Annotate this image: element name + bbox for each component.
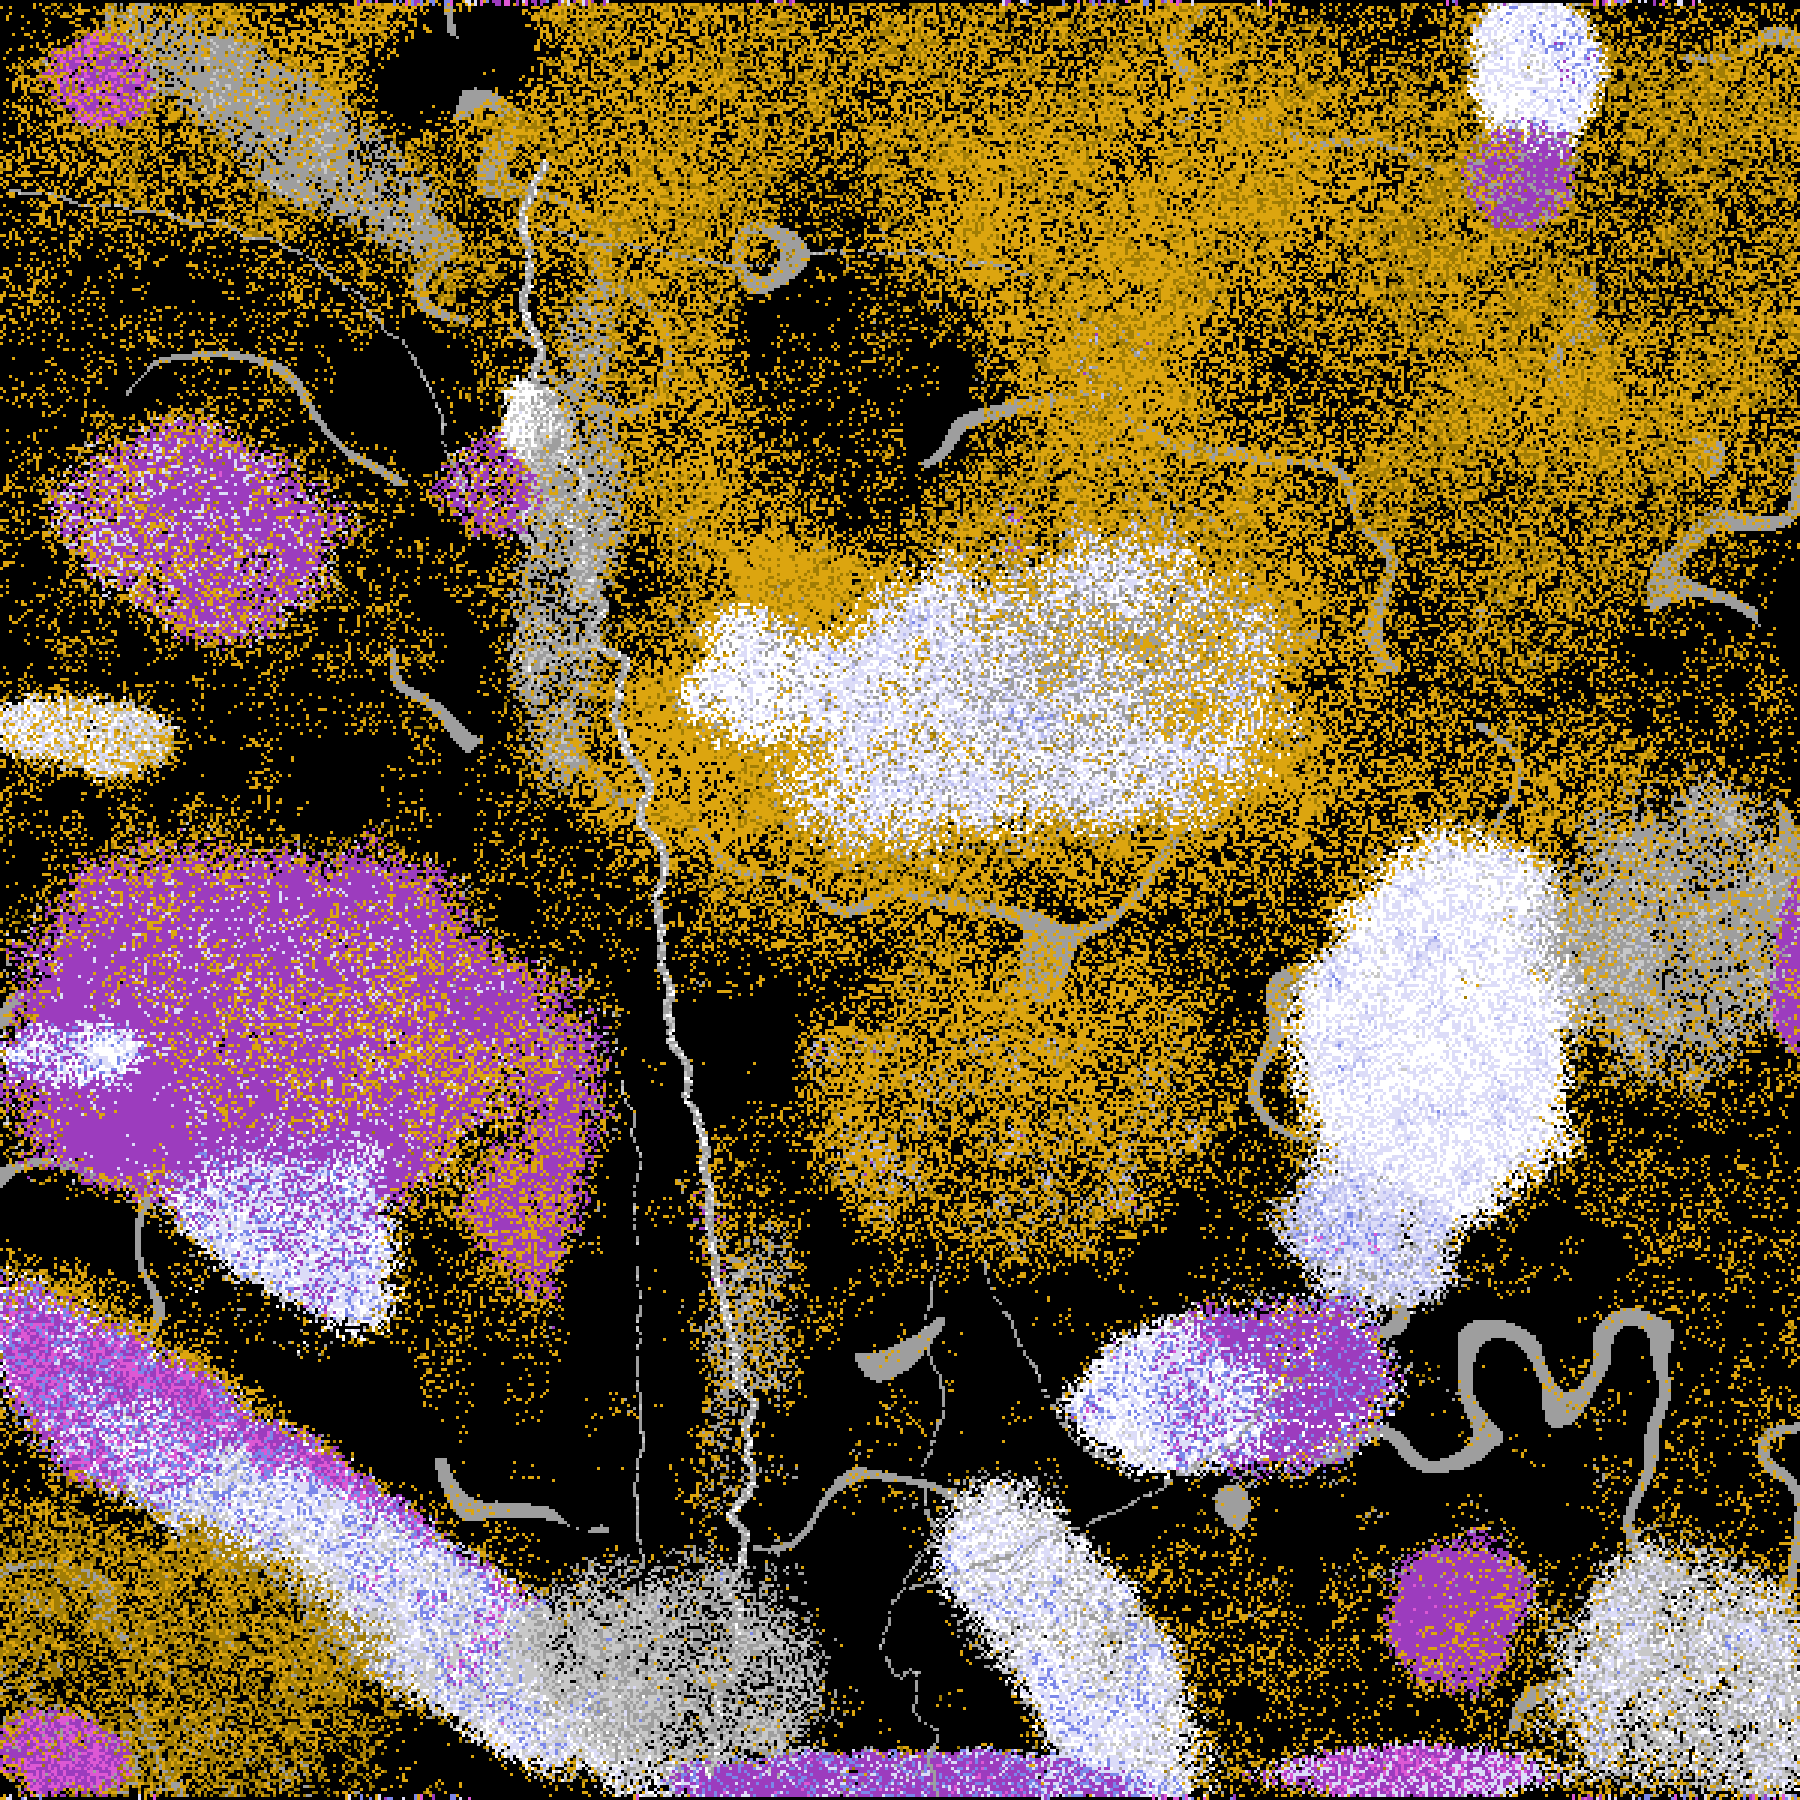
satellite-image-canvas: [0, 0, 1800, 1800]
satellite-false-color-map: [0, 0, 1800, 1800]
